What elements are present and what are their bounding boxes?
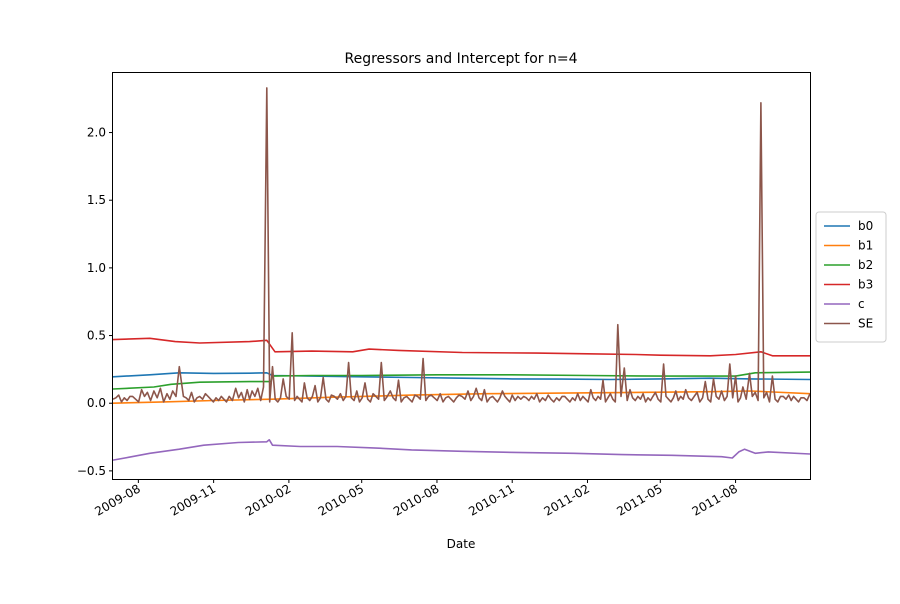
legend-label-b2: b2 <box>858 258 873 272</box>
series-layer <box>112 87 811 461</box>
y-tick-label-0: −0.5 <box>77 464 106 478</box>
plot-frame <box>112 72 811 480</box>
legend-label-b1: b1 <box>858 239 873 253</box>
chart-title: Regressors and Intercept for n=4 <box>344 51 577 67</box>
series-line-b1 <box>112 390 811 404</box>
y-tick-label-4: 1.5 <box>87 193 106 207</box>
y-axis: −0.5 0.0 0.5 1.0 1.5 2.0 <box>77 126 113 478</box>
legend: b0 b1 b2 b3 c SE <box>815 211 887 343</box>
series-line-c <box>112 439 811 461</box>
legend-label-SE: SE <box>858 317 873 331</box>
y-tick-label-2: 0.5 <box>87 329 106 343</box>
legend-label-b0: b0 <box>858 219 873 233</box>
series-line-b2 <box>112 371 811 390</box>
y-tick-label-1: 0.0 <box>87 396 106 410</box>
series-line-b0 <box>112 372 811 381</box>
series-line-SE <box>112 87 811 403</box>
x-axis-label: Date <box>447 537 476 551</box>
series-line-b3 <box>112 337 810 357</box>
y-tick-label-5: 2.0 <box>87 126 106 140</box>
legend-label-b3: b3 <box>858 278 873 292</box>
legend-box <box>815 211 887 343</box>
y-tick-label-3: 1.0 <box>87 261 106 275</box>
legend-label-c: c <box>858 297 865 311</box>
